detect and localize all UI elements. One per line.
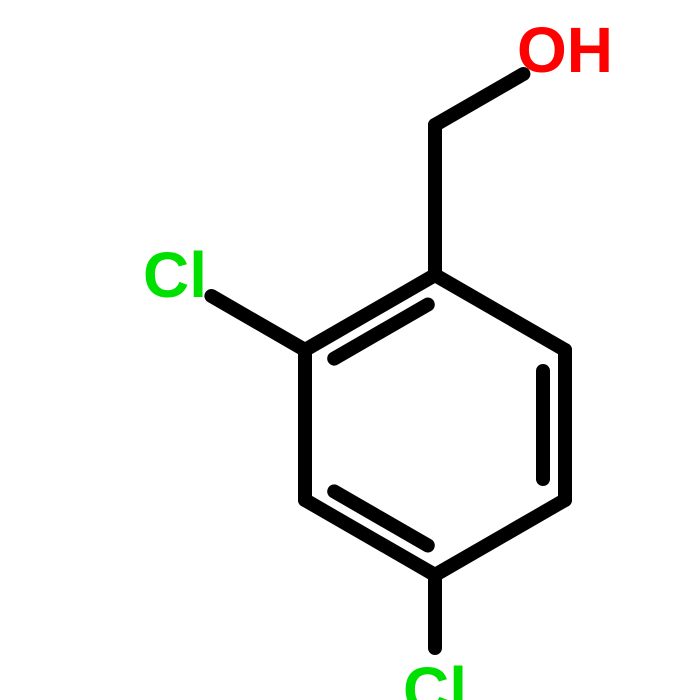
atom-label-cl4: Cl xyxy=(403,654,467,700)
atom-label-oh: OH xyxy=(517,14,613,86)
bonds-group xyxy=(211,74,565,648)
atom-labels-group: OH Cl Cl xyxy=(143,14,613,700)
atom-label-cl2: Cl xyxy=(143,239,207,311)
molecule-diagram: OH Cl Cl xyxy=(0,0,700,700)
